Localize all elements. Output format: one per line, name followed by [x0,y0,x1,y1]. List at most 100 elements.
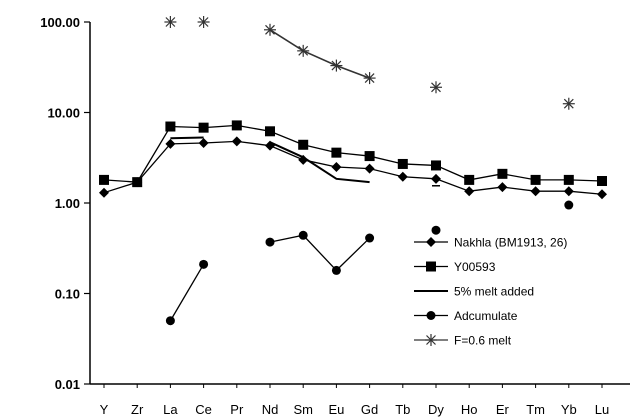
series-3 [165,200,574,326]
legend-item: F=0.6 melt [414,334,512,348]
legend-marker [426,237,436,247]
x-tick-label-sm: Sm [293,402,313,417]
legend-label: Nakhla (BM1913, 26) [454,236,567,250]
x-tick-label-eu: Eu [328,402,344,417]
legend-label: Y00593 [454,260,496,274]
data-point [364,151,375,162]
data-point [298,154,309,165]
series-line [103,140,603,195]
x-tick-label-pr: Pr [230,402,244,417]
legend-label: Adcumulate [454,309,518,323]
data-point [99,187,109,198]
data-point [330,59,343,72]
legend: Nakhla (BM1913, 26) Y00593 5% melt added Ad… [414,236,567,348]
data-point [165,316,175,326]
data-point [497,168,508,179]
data-point [198,138,209,149]
x-tick-label-dy: Dy [428,402,444,417]
data-point [331,161,342,172]
data-point [430,81,442,94]
axes [89,22,630,385]
data-point [231,136,242,147]
legend-label: F=0.6 melt [454,334,512,348]
series-line [269,141,370,184]
data-point [431,225,441,235]
data-point [464,186,475,197]
y-tick-label: 100.00 [40,15,80,30]
data-point [363,72,376,85]
data-point [562,97,575,110]
data-point [365,233,375,243]
x-tick-label-tb: Tb [395,402,410,417]
x-tick-label-y: Y [100,402,109,417]
series-2 [170,136,440,187]
data-point [530,174,541,185]
data-point [397,171,408,182]
data-point [165,121,176,132]
series-line [103,124,603,183]
data-point [265,140,275,151]
data-point [431,173,441,184]
data-point [497,182,508,193]
x-tick-label-zr: Zr [131,402,144,417]
data-point [563,186,574,197]
legend-marker [426,311,436,320]
data-point [264,23,276,36]
data-point [431,160,441,171]
data-point [297,44,310,57]
legend-item: Y00593 [414,260,496,274]
series-line [269,29,370,79]
data-point [530,186,541,197]
x-tick-label-ce: Ce [195,402,212,417]
data-point [464,174,475,185]
data-point [331,147,342,158]
data-point [99,174,109,185]
x-tick-label-ho: Ho [461,402,478,417]
x-tick-label-er: Er [496,402,510,417]
legend-item: Adcumulate [414,309,518,323]
data-point [197,16,210,28]
x-tick-label-nd: Nd [262,402,279,417]
data-point [298,139,309,150]
data-point [331,265,341,275]
data-point [397,158,408,169]
data-point [199,259,209,269]
y-tick-label: 10.00 [47,106,80,121]
data-point [564,200,574,210]
data-point [165,138,176,149]
legend-item: Nakhla (BM1913, 26) [414,236,567,250]
legend-marker [426,261,436,272]
series-line [269,234,371,272]
x-tick-label-lu: Lu [595,402,609,417]
data-point [132,177,143,188]
data-point [298,230,308,240]
x-axis-ticks: Y Zr La Ce Pr Nd Sm Eu Gd Tb Dy Ho Er Tm Yb Lu [100,384,609,417]
series-0 [99,136,607,200]
data-point [265,237,275,247]
legend-label: 5% melt added [454,285,534,299]
x-tick-label-yb: Yb [561,402,577,417]
data-point [164,16,177,28]
legend-item: 5% melt added [414,285,534,299]
data-point [364,163,375,174]
x-tick-label-la: La [163,402,178,417]
data-point [231,120,242,131]
series-1 [99,120,607,188]
y-axis-ticks: 0.01 0.10 1.00 10.00 100.00 [40,15,90,392]
data-point [265,126,275,137]
y-tick-label: 1.00 [55,196,80,211]
legend-marker [425,334,437,346]
x-tick-label-tm: Tm [526,402,545,417]
x-tick-label-gd: Gd [361,402,378,417]
series-layer [99,16,607,326]
series-4 [164,16,575,110]
y-tick-label: 0.01 [55,377,80,392]
data-point [597,176,607,187]
y-tick-label: 0.10 [55,287,80,302]
data-point [198,122,209,133]
series-line [169,264,205,322]
data-point [563,174,574,185]
data-point [597,189,607,200]
series-line [170,136,204,140]
